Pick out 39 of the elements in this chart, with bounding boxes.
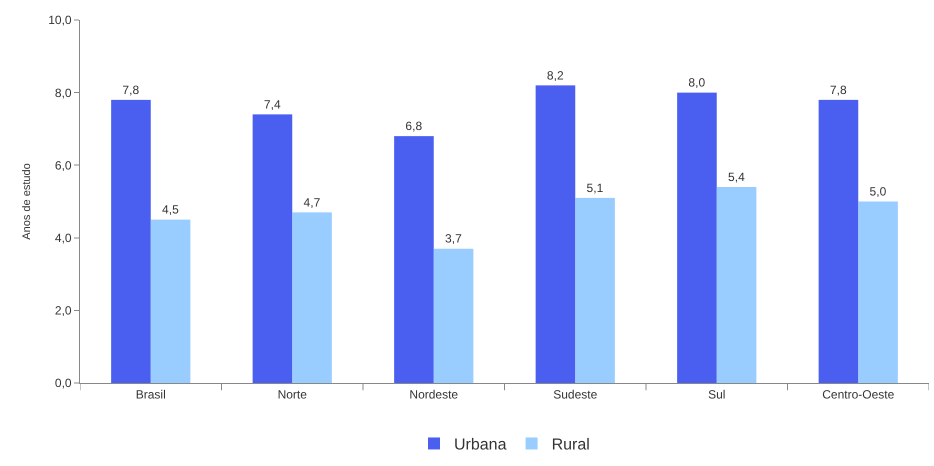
y-tick-label: 0,0	[54, 376, 72, 390]
x-tick-label: Brasil	[136, 387, 166, 402]
data-label: 5,0	[870, 184, 887, 198]
x-tick-label: Centro-Oeste	[822, 387, 895, 402]
y-tick-label: 4,0	[54, 231, 72, 245]
y-axis-title: Anos de estudo	[20, 163, 33, 240]
data-label: 5,1	[586, 180, 604, 195]
x-tick-label: Norte	[278, 387, 308, 402]
data-label: 7,4	[264, 97, 281, 112]
bar	[858, 202, 898, 383]
data-label: 8,0	[688, 76, 706, 90]
bar	[292, 212, 332, 383]
y-tick-label: 8,0	[54, 86, 72, 100]
data-label: 3,7	[445, 232, 462, 246]
bar	[575, 198, 615, 383]
bar	[252, 114, 292, 383]
y-tick-label: 10,0	[48, 13, 72, 28]
x-tick-label: Nordeste	[409, 387, 458, 402]
data-label: 8,2	[546, 68, 564, 82]
x-tick-label: Sudeste	[553, 387, 598, 402]
bar	[536, 85, 576, 383]
bar	[716, 186, 756, 383]
y-tick-label: 2,0	[54, 304, 72, 318]
data-label: 7,8	[830, 82, 847, 97]
x-tick-label: Sul	[708, 387, 726, 402]
bar	[111, 100, 151, 383]
bar	[394, 136, 434, 383]
data-label: 6,8	[405, 119, 422, 134]
legend-label: Rural	[552, 436, 590, 454]
data-label: 7,8	[122, 82, 140, 97]
y-tick-label: 6,0	[54, 158, 72, 172]
data-label: 4,7	[304, 195, 321, 210]
bar	[818, 100, 858, 383]
bar	[434, 248, 474, 383]
bar	[150, 220, 190, 383]
data-label: 4,5	[162, 202, 180, 217]
bar	[677, 92, 717, 383]
legend-label: Urbana	[454, 436, 507, 454]
data-label: 5,4	[728, 170, 746, 184]
